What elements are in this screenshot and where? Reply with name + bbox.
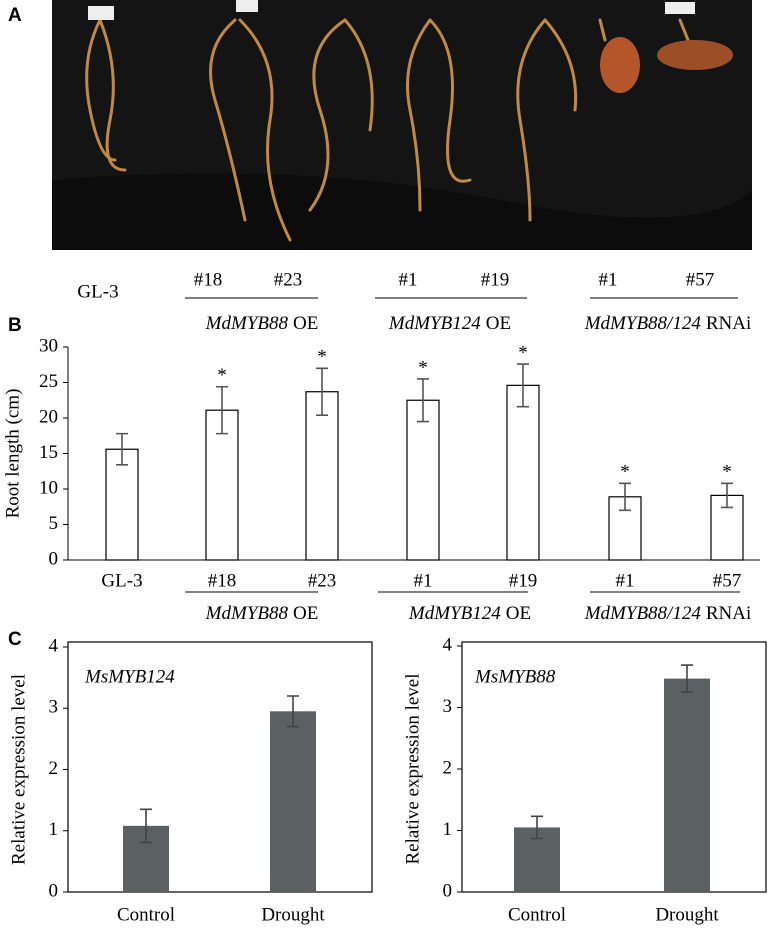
y-tick-label: 1 bbox=[443, 819, 453, 840]
error-bar bbox=[140, 808, 152, 844]
group-label: MdMYB88 OE bbox=[205, 603, 319, 624]
group-suffix: OE bbox=[293, 313, 318, 334]
y-axis-label: Relative expression level bbox=[402, 674, 423, 865]
y-tick-label: 3 bbox=[443, 696, 453, 717]
x-tick-label: Control bbox=[508, 904, 566, 925]
panel-label: B bbox=[8, 315, 22, 336]
error-bar bbox=[531, 815, 543, 840]
x-tick-label: #19 bbox=[509, 570, 538, 591]
y-tick-label: 3 bbox=[49, 697, 59, 718]
gene-name: MdMYB88/124 bbox=[584, 313, 702, 334]
x-tick-label: #57 bbox=[713, 570, 742, 591]
y-tick-label: 1 bbox=[49, 819, 59, 840]
error-bar bbox=[417, 378, 429, 423]
y-tick-label: 2 bbox=[443, 757, 453, 778]
error-bar bbox=[116, 432, 128, 466]
significance-mark: * bbox=[722, 462, 732, 483]
bar bbox=[664, 678, 710, 892]
error-bar bbox=[721, 482, 733, 509]
sample-label: #1 bbox=[399, 269, 418, 290]
chart-title: MsMYB88 bbox=[474, 666, 556, 687]
sample-label: #1 bbox=[599, 269, 618, 290]
y-tick-label: 25 bbox=[39, 371, 58, 392]
y-tick-label: 20 bbox=[39, 406, 58, 427]
significance-mark: * bbox=[518, 342, 528, 363]
photo bbox=[52, 0, 752, 250]
bar bbox=[270, 711, 316, 892]
gene-name: MdMYB124 bbox=[408, 603, 501, 624]
panel-label: A bbox=[8, 5, 22, 26]
y-tick-label: 0 bbox=[49, 880, 59, 901]
chart-title: MsMYB124 bbox=[84, 666, 175, 687]
sample-label: #57 bbox=[686, 269, 715, 290]
significance-mark: * bbox=[217, 365, 227, 386]
sample-label: GL-3 bbox=[77, 281, 118, 302]
error-bar bbox=[517, 363, 529, 408]
y-tick-label: 10 bbox=[39, 477, 58, 498]
significance-mark: * bbox=[317, 347, 327, 368]
x-tick-label: #18 bbox=[208, 570, 237, 591]
sample-label: #23 bbox=[274, 269, 303, 290]
plot-frame bbox=[461, 641, 767, 893]
group-suffix: RNAi bbox=[706, 603, 751, 624]
sample-label: #18 bbox=[194, 269, 223, 290]
group-suffix: OE bbox=[506, 603, 531, 624]
gene-name: MdMYB88 bbox=[205, 603, 289, 624]
group-suffix: OE bbox=[486, 313, 511, 334]
x-tick-label: #1 bbox=[414, 570, 433, 591]
gene-name: MdMYB88 bbox=[205, 313, 289, 334]
x-tick-label: #23 bbox=[308, 570, 337, 591]
y-tick-label: 0 bbox=[49, 548, 59, 569]
error-bar bbox=[216, 385, 228, 435]
x-tick-label: #1 bbox=[616, 570, 635, 591]
group-label: MdMYB88 OE bbox=[205, 313, 319, 334]
significance-mark: * bbox=[620, 462, 630, 483]
bar bbox=[506, 384, 540, 561]
group-label: MdMYB124 OE bbox=[388, 313, 511, 334]
group-suffix: RNAi bbox=[706, 313, 751, 334]
error-bar bbox=[681, 664, 693, 693]
y-tick-label: 4 bbox=[49, 635, 59, 656]
y-axis-label: Relative expression level bbox=[8, 674, 29, 865]
group-label: MdMYB88/124 RNAi bbox=[584, 313, 752, 334]
bar bbox=[105, 448, 139, 561]
x-tick-label: Drought bbox=[261, 904, 325, 925]
significance-mark: * bbox=[418, 357, 428, 378]
gene-name: MdMYB124 bbox=[388, 313, 481, 334]
group-suffix: OE bbox=[293, 603, 318, 624]
bar bbox=[305, 391, 339, 561]
sample-label: #19 bbox=[481, 269, 510, 290]
x-tick-label: GL-3 bbox=[101, 570, 142, 591]
error-bar bbox=[619, 482, 631, 512]
bar bbox=[406, 399, 440, 561]
group-label: MdMYB124 OE bbox=[408, 603, 531, 624]
y-tick-label: 0 bbox=[443, 880, 453, 901]
y-tick-label: 2 bbox=[49, 758, 59, 779]
error-bar bbox=[316, 367, 328, 416]
plot-frame bbox=[67, 641, 373, 893]
gene-name: MdMYB88/124 bbox=[584, 603, 702, 624]
panel-label: C bbox=[8, 629, 22, 650]
y-axis-label: Root length (cm) bbox=[2, 389, 23, 519]
y-tick-label: 5 bbox=[49, 513, 59, 534]
group-label: MdMYB88/124 RNAi bbox=[584, 603, 752, 624]
y-tick-label: 30 bbox=[39, 335, 58, 356]
error-bar bbox=[287, 695, 299, 728]
x-tick-label: Drought bbox=[655, 904, 719, 925]
x-tick-label: Control bbox=[117, 904, 175, 925]
y-tick-label: 15 bbox=[39, 442, 58, 463]
y-tick-label: 4 bbox=[443, 634, 453, 655]
